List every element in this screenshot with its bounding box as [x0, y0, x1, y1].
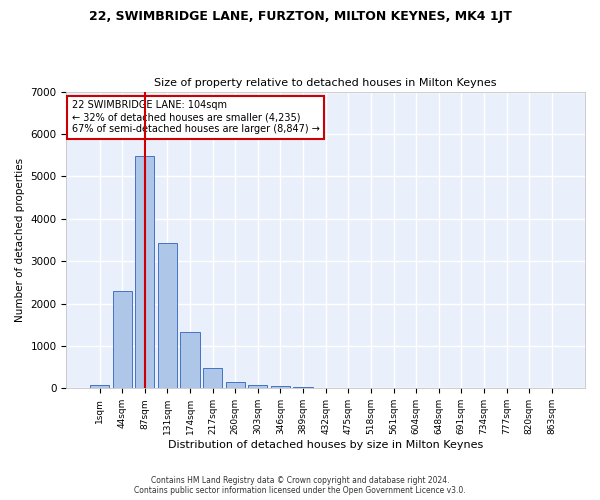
X-axis label: Distribution of detached houses by size in Milton Keynes: Distribution of detached houses by size … — [168, 440, 484, 450]
Text: Contains HM Land Registry data © Crown copyright and database right 2024.
Contai: Contains HM Land Registry data © Crown c… — [134, 476, 466, 495]
Bar — [226, 382, 245, 388]
Bar — [181, 332, 200, 388]
Text: 22, SWIMBRIDGE LANE, FURZTON, MILTON KEYNES, MK4 1JT: 22, SWIMBRIDGE LANE, FURZTON, MILTON KEY… — [89, 10, 511, 23]
Bar — [158, 243, 177, 388]
Bar — [293, 387, 313, 388]
Bar — [271, 386, 290, 388]
Bar — [113, 291, 132, 388]
Text: 22 SWIMBRIDGE LANE: 104sqm
← 32% of detached houses are smaller (4,235)
67% of s: 22 SWIMBRIDGE LANE: 104sqm ← 32% of deta… — [71, 100, 319, 134]
Bar — [90, 385, 109, 388]
Bar — [203, 368, 222, 388]
Y-axis label: Number of detached properties: Number of detached properties — [15, 158, 25, 322]
Title: Size of property relative to detached houses in Milton Keynes: Size of property relative to detached ho… — [154, 78, 497, 88]
Bar — [135, 156, 154, 388]
Bar — [248, 384, 268, 388]
